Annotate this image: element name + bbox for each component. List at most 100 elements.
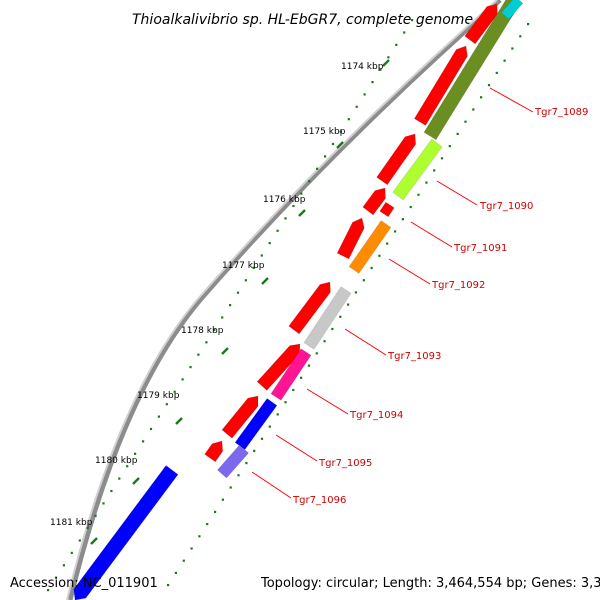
genome-title: Thioalkalivibrio sp. HL-EbGR7, complete …	[132, 12, 473, 28]
kbp-label: 1175 kbp	[303, 127, 346, 137]
forward-cds-track	[204, 3, 498, 463]
major-tick	[382, 59, 390, 67]
scale-dot	[165, 403, 168, 406]
gene-leader-line	[344, 328, 387, 356]
gene-feature-block	[379, 201, 395, 218]
scale-dot	[403, 31, 406, 34]
kbp-label: 1176 kbp	[263, 195, 306, 205]
scale-dot	[495, 71, 498, 74]
scale-dot	[253, 449, 256, 452]
kbp-label: 1178 kbp	[181, 326, 224, 336]
accession-text: Accession: NC_011901	[10, 576, 158, 591]
scale-dot	[401, 218, 404, 221]
scale-dot	[149, 427, 153, 431]
scale-dot	[395, 43, 398, 46]
scale-dot	[387, 56, 390, 59]
scale-dot	[503, 59, 506, 62]
scale-dot	[142, 440, 145, 443]
forward-cds-block	[362, 187, 386, 216]
scale-dot	[213, 328, 216, 331]
scale-dot	[86, 527, 89, 530]
scale-dot	[292, 204, 295, 208]
major-tick	[90, 537, 98, 545]
kbp-label: 1181 kbp	[50, 518, 93, 528]
scale-dot	[252, 266, 255, 269]
scale-dot	[300, 192, 303, 195]
scale-dot	[102, 502, 105, 505]
scale-dot	[371, 81, 374, 84]
scale-dot	[411, 19, 414, 22]
scale-dot	[409, 205, 412, 209]
scale-dot	[511, 47, 514, 50]
scale-dot	[456, 132, 459, 135]
major-tick	[261, 277, 269, 285]
gene-leader-line	[306, 388, 349, 415]
scale-dot	[347, 303, 350, 306]
major-tick	[221, 347, 229, 355]
scale-ticks	[47, 19, 530, 592]
scale-dot	[347, 118, 350, 121]
forward-cds-block	[336, 217, 365, 260]
scale-dot	[464, 120, 467, 123]
scale-dot	[78, 539, 81, 542]
scale-dot	[292, 388, 295, 392]
scale-dot	[284, 217, 287, 220]
gene-label: Tgr7_1093	[387, 351, 441, 362]
major-tick	[132, 477, 140, 485]
scale-dot	[237, 474, 240, 477]
scale-dot	[379, 68, 382, 71]
feature-track	[73, 0, 524, 600]
scale-dot	[355, 105, 358, 108]
kbp-label: 1174 kbp	[341, 62, 384, 72]
scale-dot	[316, 167, 319, 170]
scale-dot	[519, 35, 522, 38]
gene-leader-line	[251, 471, 292, 499]
forward-cds-block	[464, 3, 498, 45]
genome-backbone	[67, 0, 502, 600]
kbp-label: 1179 kbp	[137, 391, 180, 401]
scale-dot	[331, 142, 335, 146]
scale-dot	[62, 564, 65, 567]
scale-dot	[236, 291, 240, 294]
gene-feature-block	[303, 286, 352, 350]
forward-cds-block	[376, 133, 417, 186]
gene-labels: Tgr7_1089 Tgr7_1090 Tgr7_1091 Tgr7_1092 Tgr7…	[251, 87, 588, 506]
kbp-labels: 1174 kbp 1175 kbp 1176 kbp 1177 kbp 1178 kbp…	[50, 62, 384, 528]
scale-dot	[307, 364, 311, 367]
scale-dot	[229, 486, 232, 489]
scale-dot	[181, 378, 184, 381]
scale-dot	[47, 589, 50, 592]
scale-dot	[221, 316, 224, 319]
scale-dot	[472, 108, 475, 111]
scale-dot	[268, 425, 271, 428]
gene-label: Tgr7_1096	[292, 495, 346, 506]
gene-feature-block	[392, 138, 443, 201]
major-tick	[175, 417, 183, 425]
gene-label: Tgr7_1089	[534, 107, 588, 118]
scale-dot	[54, 576, 58, 579]
gene-feature-block	[217, 444, 249, 479]
scale-dot	[440, 157, 444, 160]
scale-dot	[268, 242, 271, 245]
scale-dot	[173, 390, 176, 393]
forward-cds-block	[413, 45, 468, 126]
scale-dot	[324, 155, 327, 158]
scale-dot	[300, 376, 303, 379]
scale-dot	[354, 291, 357, 294]
scale-dot	[363, 93, 366, 96]
major-tick	[336, 141, 344, 149]
scale-dot	[189, 366, 192, 369]
scale-dot	[308, 180, 311, 183]
scale-dot	[118, 477, 121, 480]
scale-dot	[480, 96, 483, 99]
scale-dot	[315, 352, 318, 355]
scale-dot	[214, 510, 217, 513]
scale-dot	[110, 489, 113, 493]
lower-left-blue-feature	[73, 465, 179, 600]
scale-dot	[229, 304, 232, 307]
scale-dot	[527, 23, 530, 26]
scale-dot	[221, 498, 224, 501]
scale-dot	[386, 242, 389, 245]
scale-dot	[197, 353, 200, 356]
scale-dot	[323, 340, 326, 343]
